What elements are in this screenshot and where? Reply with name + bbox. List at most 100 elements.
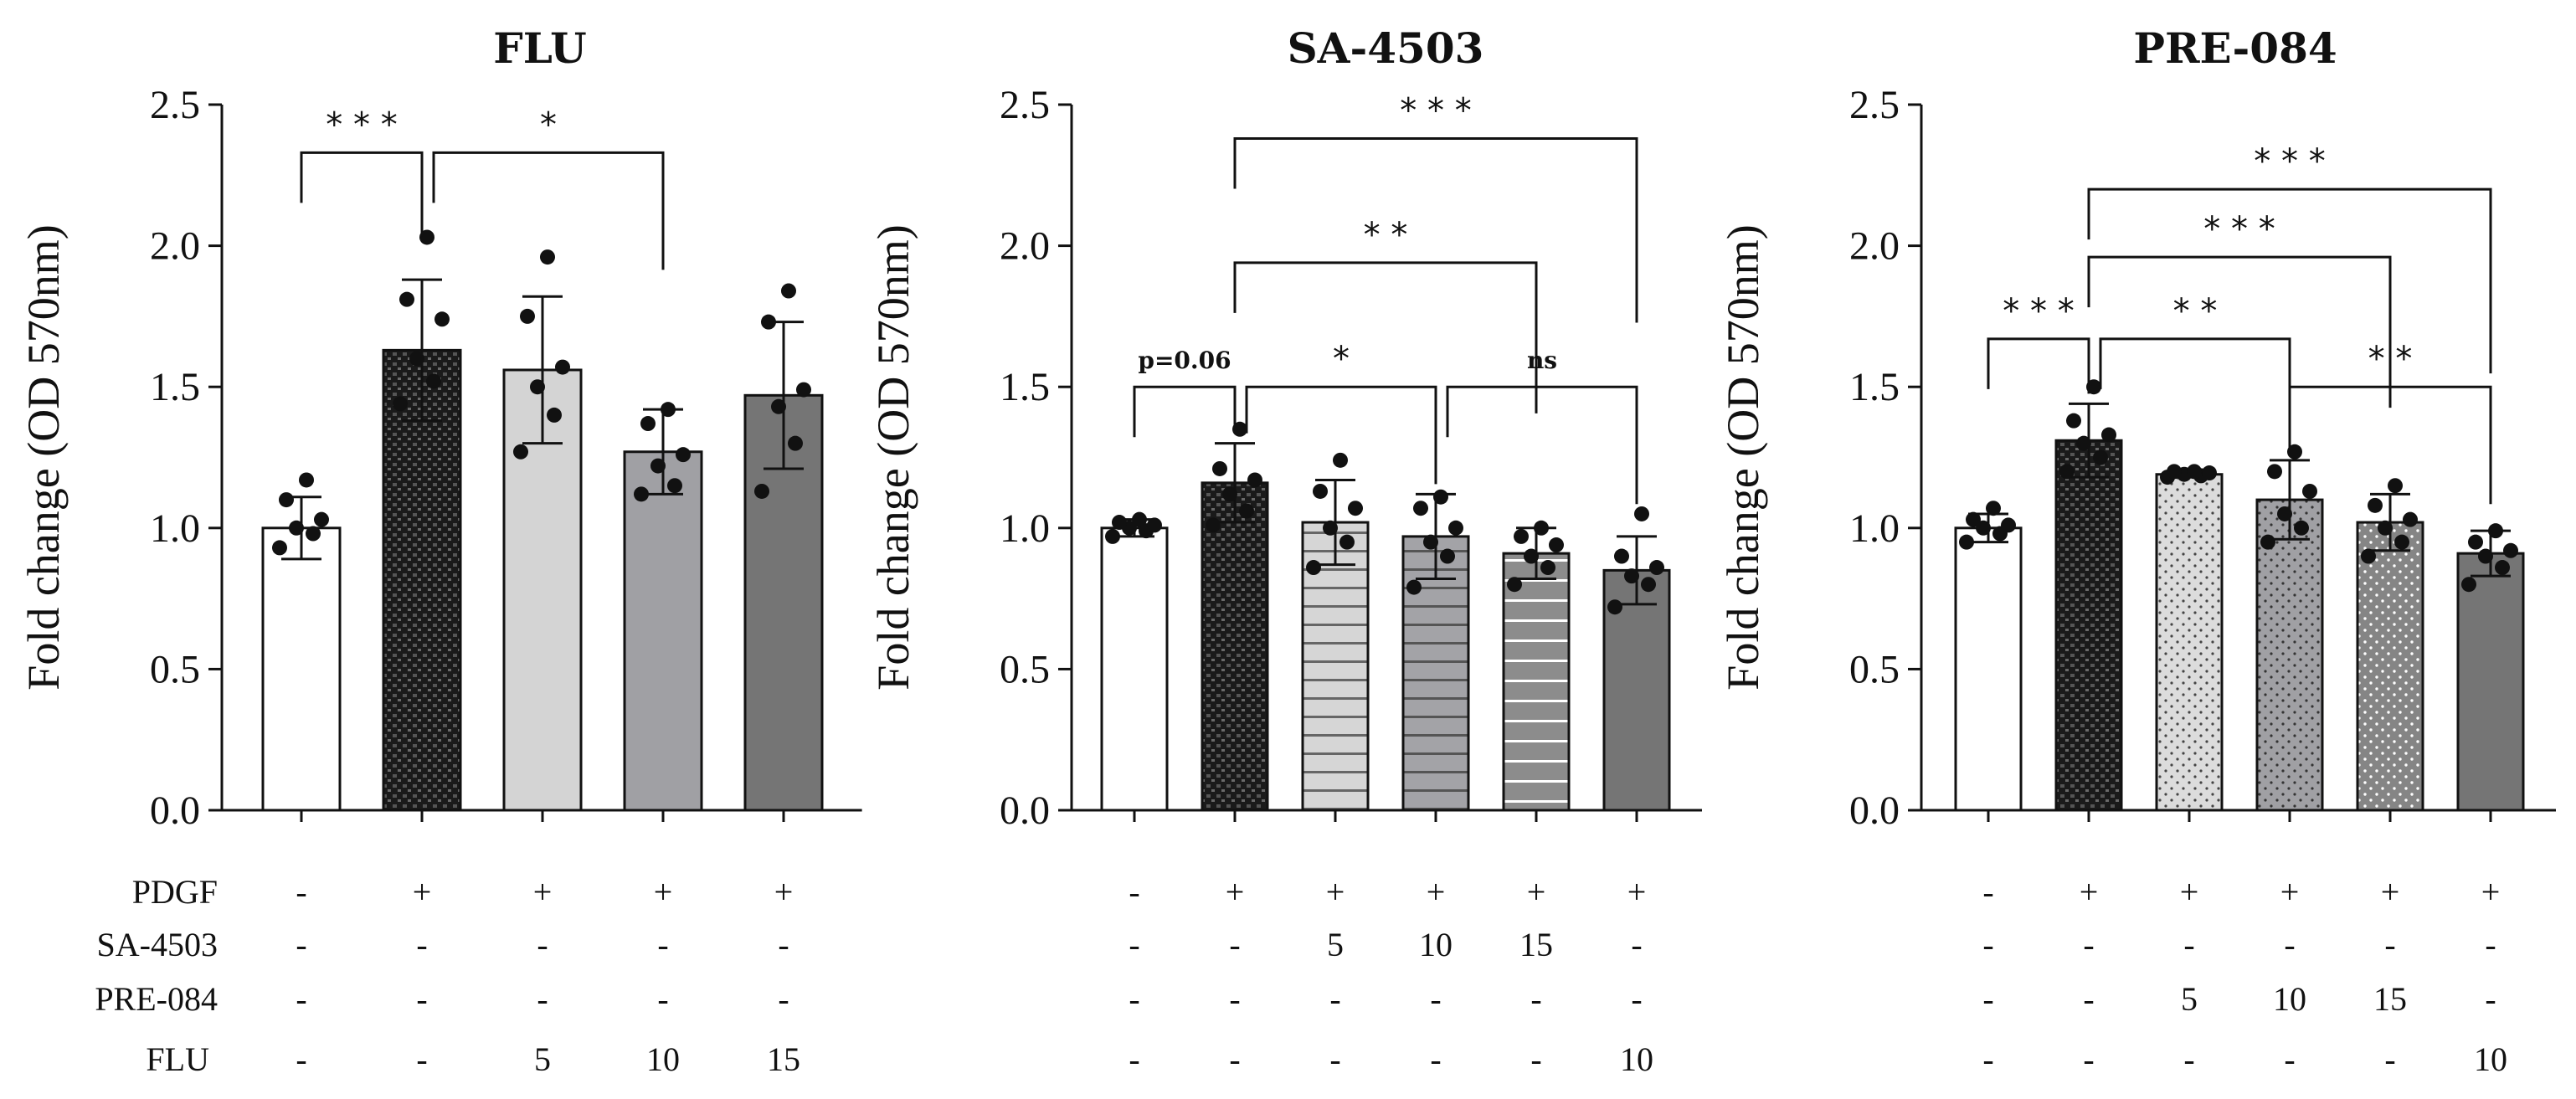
condition-value: - xyxy=(296,980,306,1018)
condition-value: 5 xyxy=(2181,980,2198,1018)
data-point xyxy=(2187,464,2202,480)
condition-value: 10 xyxy=(2273,980,2306,1018)
condition-value: 10 xyxy=(2474,1040,2507,1078)
data-point xyxy=(2368,497,2383,513)
significance-bracket xyxy=(1987,337,2090,394)
bar xyxy=(2155,473,2224,812)
data-point xyxy=(399,291,414,307)
data-point xyxy=(272,540,287,556)
chart-panel-2: SA-4503 Fold change (OD 570nm) 0.0 0.5 1.0 1.… xyxy=(868,23,1702,1078)
significance-bracket xyxy=(1233,261,1538,413)
condition-value: + xyxy=(413,873,432,911)
condition-value: - xyxy=(537,980,548,1018)
condition-value: - xyxy=(2183,926,2194,963)
y-axis-label: Fold change (OD 570nm) xyxy=(18,224,69,690)
condition-value: + xyxy=(2481,873,2501,911)
condition-value: + xyxy=(2080,873,2099,911)
significance-label: * * xyxy=(2368,340,2413,378)
significance-label: * * xyxy=(1364,216,1408,254)
condition-value: - xyxy=(1982,1040,1993,1078)
data-point xyxy=(530,379,545,395)
condition-value: 5 xyxy=(1327,926,1344,963)
chart-panel-1: FLU Fold change (OD 570nm) 0.0 0.5 1.0 1.5 2.0… xyxy=(18,23,862,1078)
significance-label: * * * xyxy=(2254,142,2325,181)
condition-value: + xyxy=(1627,873,1647,911)
significance-bracket xyxy=(2087,187,2492,374)
condition-value: - xyxy=(2183,1040,2194,1078)
condition-value: - xyxy=(2284,926,2295,963)
row-label: PDGF xyxy=(132,873,218,911)
condition-value: - xyxy=(1631,980,1642,1018)
condition-value: - xyxy=(2384,926,2395,963)
data-point xyxy=(2101,427,2116,443)
data-point xyxy=(1323,520,1338,536)
row-label: FLU xyxy=(146,1040,209,1078)
data-point xyxy=(634,486,649,502)
data-point xyxy=(2378,520,2393,536)
data-point xyxy=(393,396,408,412)
condition-value: - xyxy=(1982,926,1993,963)
condition-value: - xyxy=(1430,980,1441,1018)
data-point xyxy=(2260,534,2275,550)
data-point xyxy=(1239,503,1254,519)
data-point xyxy=(426,373,441,389)
data-point xyxy=(771,398,786,414)
y-axis-label: Fold change (OD 570nm) xyxy=(868,224,918,690)
data-point xyxy=(1534,520,1549,536)
condition-value: - xyxy=(1329,980,1340,1018)
chart-title: FLU xyxy=(493,23,587,73)
condition-value: - xyxy=(416,980,427,1018)
y-tick-label: 0.0 xyxy=(150,788,200,833)
data-point xyxy=(1306,560,1321,576)
condition-value: - xyxy=(1530,980,1541,1018)
condition-value: 10 xyxy=(1419,926,1453,963)
significance-label: * xyxy=(1333,340,1350,378)
condition-value: - xyxy=(2083,1040,2094,1078)
condition-value: - xyxy=(1229,1040,1240,1078)
bar xyxy=(2356,521,2424,812)
data-point xyxy=(661,402,676,418)
y-tick-label: 0.5 xyxy=(1000,647,1050,691)
data-point xyxy=(409,351,424,367)
data-point xyxy=(555,359,570,375)
bar xyxy=(1201,481,1269,812)
condition-value: - xyxy=(296,873,306,911)
data-point xyxy=(2403,511,2418,527)
condition-value: - xyxy=(2384,1040,2395,1078)
significance-label: * * xyxy=(2173,292,2218,331)
data-point xyxy=(1624,568,1639,584)
data-point xyxy=(1959,534,1974,550)
data-point xyxy=(434,311,450,327)
significance-label: p=0.06 xyxy=(1138,347,1231,374)
data-point xyxy=(1986,501,2001,516)
data-point xyxy=(1607,599,1622,615)
significance-label: * * * xyxy=(1400,91,1471,130)
condition-value: - xyxy=(657,926,668,963)
data-point xyxy=(540,249,555,265)
bar xyxy=(382,348,462,812)
chart-panel-3: PRE-084 Fold change (OD 570nm) 0.0 0.5 1.0 1.… xyxy=(1718,23,2556,1078)
data-point xyxy=(2302,483,2317,499)
bar xyxy=(261,526,342,812)
data-point xyxy=(1339,534,1355,550)
data-point xyxy=(1105,528,1120,544)
condition-value: - xyxy=(296,926,306,963)
y-tick-label: 1.0 xyxy=(1000,506,1050,551)
data-point xyxy=(1147,517,1162,533)
significance-bracket xyxy=(2087,255,2392,408)
data-point xyxy=(1333,452,1348,468)
data-point xyxy=(650,458,666,474)
data-point xyxy=(2361,548,2376,564)
data-point xyxy=(1524,548,1539,564)
condition-value: 15 xyxy=(2373,980,2407,1018)
significance-label: * * * xyxy=(2003,292,2074,331)
data-point xyxy=(2488,523,2503,539)
condition-row-labels: PDGF SA-4503 PRE-084 FLU xyxy=(95,873,218,1078)
data-point xyxy=(2503,542,2518,558)
data-point xyxy=(1313,483,1328,499)
data-point xyxy=(2059,464,2075,480)
significance-bracket xyxy=(1233,136,1638,323)
bar xyxy=(2456,552,2525,812)
significance-bracket xyxy=(2099,337,2291,450)
row-label: PRE-084 xyxy=(95,980,218,1018)
